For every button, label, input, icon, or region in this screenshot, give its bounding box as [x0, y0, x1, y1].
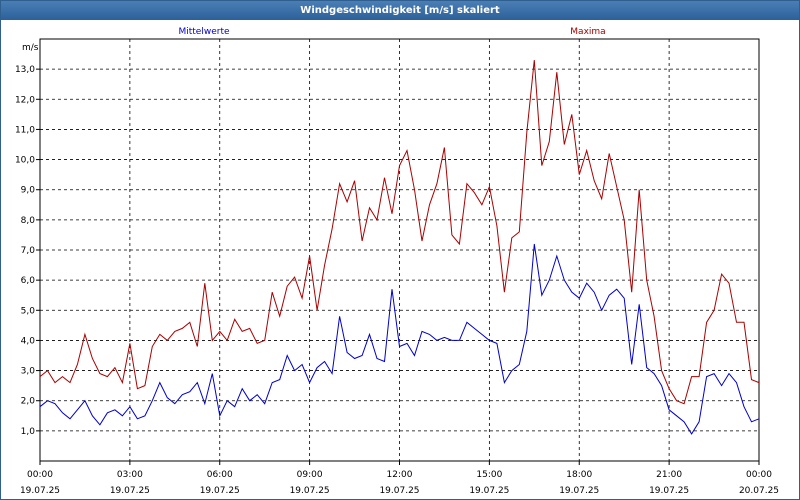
x-tick-date: 19.07.25 — [20, 486, 60, 496]
series-lines — [39, 60, 760, 435]
y-tick-label: 10,0 — [15, 156, 35, 166]
x-tick-date: 19.07.25 — [200, 486, 240, 496]
y-tick-label: 4,0 — [21, 336, 36, 346]
x-tick-date: 19.07.25 — [379, 486, 419, 496]
x-tick-time: 15:00 — [476, 470, 502, 480]
y-tick-label: 12,0 — [15, 95, 35, 105]
y-tick-label: 3,0 — [21, 367, 36, 377]
x-tick-date: 19.07.25 — [649, 486, 689, 496]
y-axis-label: m/s — [22, 43, 39, 53]
y-tick-label: 13,0 — [15, 65, 35, 75]
x-tick-time: 09:00 — [297, 470, 323, 480]
x-tick-date: 19.07.25 — [110, 486, 150, 496]
series-line-mittelwerte — [39, 243, 760, 435]
window-title: Windgeschwindigkeit [m/s] skaliert — [1, 1, 799, 20]
y-tick-label: 8,0 — [21, 216, 36, 226]
y-tick-label: 2,0 — [21, 397, 36, 407]
y-tick-label: 7,0 — [21, 246, 36, 256]
y-tick-label: 11,0 — [15, 125, 35, 135]
x-tick-date: 19.07.25 — [559, 486, 599, 496]
x-tick-time: 06:00 — [207, 470, 233, 480]
y-tick-label: 5,0 — [21, 306, 36, 316]
x-tick-time: 00:00 — [746, 470, 772, 480]
x-tick-time: 03:00 — [117, 470, 143, 480]
x-tick-time: 12:00 — [387, 470, 413, 480]
x-tick-date: 20.07.25 — [739, 486, 779, 496]
legend-mittelwerte: Mittelwerte — [178, 27, 229, 37]
x-tick-date: 19.07.25 — [290, 486, 330, 496]
y-tick-label: 1,0 — [21, 427, 36, 437]
x-tick-time: 00:00 — [27, 470, 53, 480]
y-tick-label: 9,0 — [21, 186, 36, 196]
x-tick-time: 21:00 — [656, 470, 682, 480]
x-tick-date: 19.07.25 — [469, 486, 509, 496]
grid-lines — [40, 39, 759, 461]
series-line-maxima — [39, 60, 760, 405]
legend-maxima: Maxima — [570, 27, 605, 37]
y-axis: 1,0 2,0 3,0 4,0 5,0 6,0 7,0 8,0 9,0 10,0 11,0 12,0 1… — [15, 65, 40, 437]
x-tick-time: 18:00 — [566, 470, 592, 480]
x-axis: 00:00 19.07.25 03:00 19.07.25 06:00 19.07.25 0… — [20, 461, 779, 496]
y-tick-label: 6,0 — [21, 276, 36, 286]
